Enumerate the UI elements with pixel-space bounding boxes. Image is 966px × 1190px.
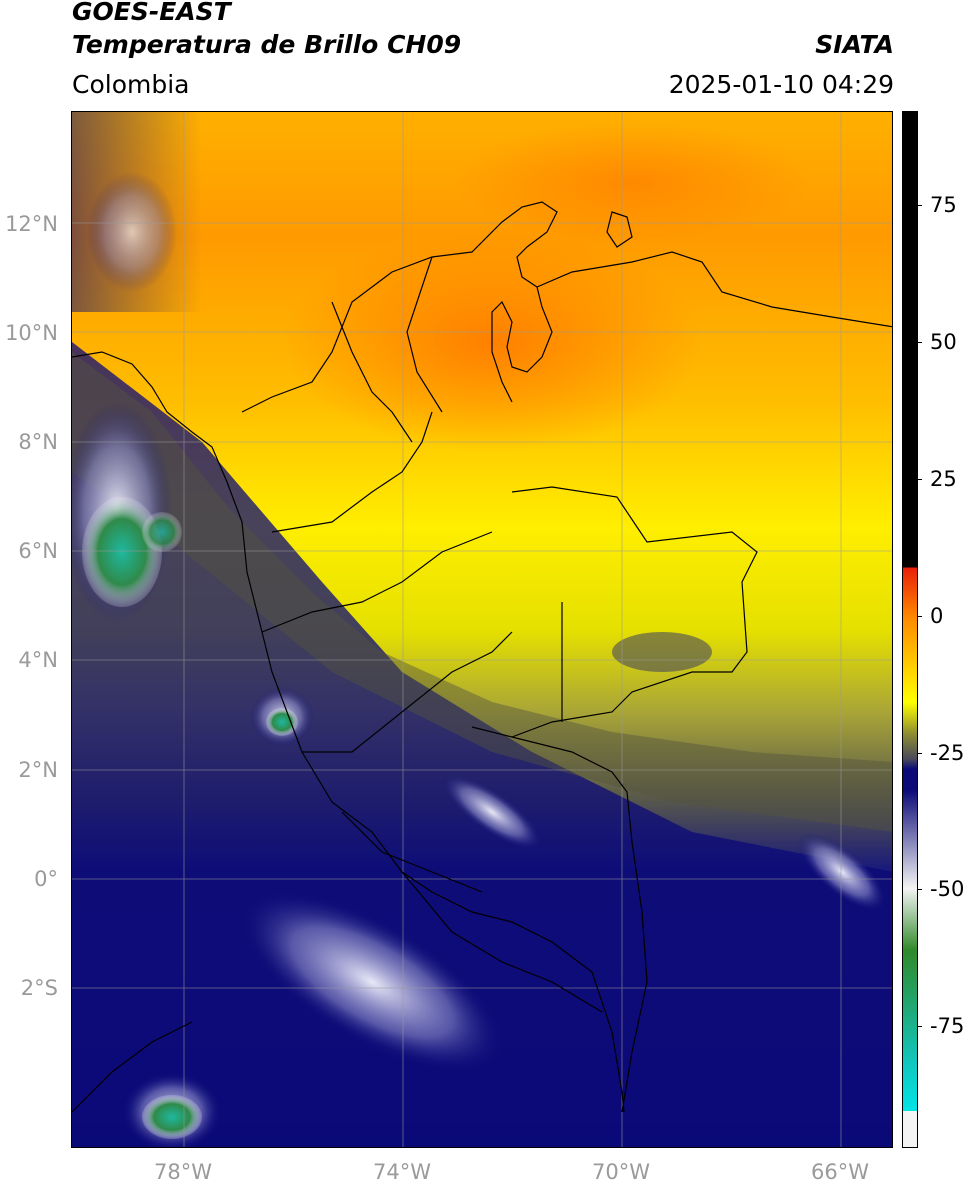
satellite-title: GOES-EAST xyxy=(72,0,231,26)
lat-label-10n: 10°N xyxy=(5,321,58,345)
peru-border xyxy=(401,871,603,1013)
colorbar-label-minus-50: -50 xyxy=(930,877,965,901)
colorbar-tick-minus-50 xyxy=(917,889,922,890)
lon-label-70w: 70°W xyxy=(592,1160,650,1184)
dept-line-e xyxy=(406,256,443,413)
datetime-label: 2025-01-10 04:29 xyxy=(668,70,894,99)
pacific-coast-border xyxy=(72,351,625,1113)
lon-label-78w: 78°W xyxy=(154,1160,212,1184)
central-cloud xyxy=(441,773,543,851)
dept-line-d xyxy=(331,301,413,443)
lat-label-8n: 8°N xyxy=(18,430,58,454)
colorbar-label-50: 50 xyxy=(930,330,957,354)
sw-cold-top xyxy=(142,1095,202,1139)
andes-cold-top xyxy=(266,708,298,736)
dept-line-c xyxy=(271,411,433,533)
product-title: Temperatura de Brillo CH09 xyxy=(72,30,462,59)
map-svg xyxy=(72,112,892,1147)
colombia-brazil-border xyxy=(471,726,648,1113)
graticule xyxy=(72,112,892,1147)
region-label: Colombia xyxy=(72,70,190,99)
lat-label-12n: 12°N xyxy=(5,212,58,236)
colorbar-label-minus-75: -75 xyxy=(930,1014,965,1038)
venezuela-coast xyxy=(536,251,892,328)
warm-core-north xyxy=(452,122,812,242)
colorbar-tick-75 xyxy=(917,205,922,206)
dept-line-b xyxy=(261,531,493,633)
colorbar-label-minus-25: -25 xyxy=(930,741,965,765)
colorbar-tick-50 xyxy=(917,342,922,343)
dept-line-a xyxy=(302,631,513,753)
agency-label: SIATA xyxy=(815,30,894,59)
colorbar-tick-minus-25 xyxy=(917,753,922,754)
coastlines-borders xyxy=(72,201,892,1113)
pacific-cold-top xyxy=(82,497,162,607)
dept-line-f xyxy=(341,811,483,893)
lat-label-2s: 2°S xyxy=(20,976,58,1000)
gray-patch xyxy=(612,632,712,672)
lat-label-6n: 6°N xyxy=(18,539,58,563)
ecuador-coast xyxy=(72,1021,193,1113)
lon-label-66w: 66°W xyxy=(811,1160,869,1184)
colorbar-label-0: 0 xyxy=(930,604,944,628)
gray-transition-band xyxy=(72,352,892,832)
caribbean-coast xyxy=(241,201,558,413)
east-cloud xyxy=(797,832,887,912)
colorbar-tick-25 xyxy=(917,479,922,480)
temperature-colorbar xyxy=(902,111,918,1148)
colorbar-label-25: 25 xyxy=(930,467,957,491)
lat-label-4n: 4°N xyxy=(18,648,58,672)
satellite-map[interactable] xyxy=(71,111,893,1148)
colombia-venezuela-border xyxy=(511,486,758,738)
colorbar-label-75: 75 xyxy=(930,193,957,217)
colorbar-tick-0 xyxy=(917,616,922,617)
south-cloud-band xyxy=(238,890,506,1074)
colorbar-tick-minus-75 xyxy=(917,1026,922,1027)
pacific-cold-top-2 xyxy=(142,512,182,552)
paraguana-peninsula xyxy=(606,211,633,248)
lon-label-74w: 74°W xyxy=(373,1160,431,1184)
lat-label-0: 0° xyxy=(34,867,58,891)
lat-label-2n: 2°N xyxy=(18,758,58,782)
nw-cloud xyxy=(87,172,177,292)
